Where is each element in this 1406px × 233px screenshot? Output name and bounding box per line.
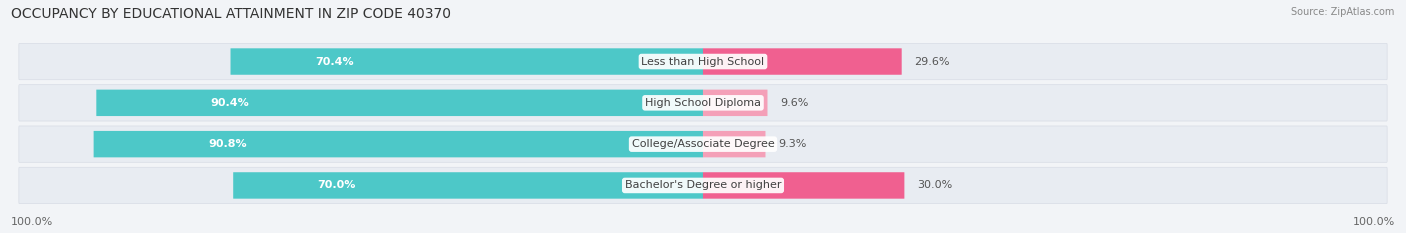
FancyBboxPatch shape xyxy=(18,85,1388,121)
FancyBboxPatch shape xyxy=(18,167,1388,204)
Text: College/Associate Degree: College/Associate Degree xyxy=(631,139,775,149)
FancyBboxPatch shape xyxy=(703,48,901,75)
FancyBboxPatch shape xyxy=(94,131,703,157)
Text: 30.0%: 30.0% xyxy=(917,180,952,190)
Text: 9.6%: 9.6% xyxy=(780,98,808,108)
FancyBboxPatch shape xyxy=(703,131,765,157)
FancyBboxPatch shape xyxy=(233,172,703,199)
Text: 29.6%: 29.6% xyxy=(914,57,950,67)
Text: Less than High School: Less than High School xyxy=(641,57,765,67)
FancyBboxPatch shape xyxy=(96,90,703,116)
Text: High School Diploma: High School Diploma xyxy=(645,98,761,108)
Text: Bachelor's Degree or higher: Bachelor's Degree or higher xyxy=(624,180,782,190)
Text: 90.4%: 90.4% xyxy=(211,98,249,108)
FancyBboxPatch shape xyxy=(18,126,1388,162)
FancyBboxPatch shape xyxy=(18,43,1388,80)
FancyBboxPatch shape xyxy=(231,48,703,75)
FancyBboxPatch shape xyxy=(703,90,768,116)
Text: 70.0%: 70.0% xyxy=(318,180,356,190)
Text: Source: ZipAtlas.com: Source: ZipAtlas.com xyxy=(1291,7,1395,17)
Text: 70.4%: 70.4% xyxy=(315,57,354,67)
Text: OCCUPANCY BY EDUCATIONAL ATTAINMENT IN ZIP CODE 40370: OCCUPANCY BY EDUCATIONAL ATTAINMENT IN Z… xyxy=(11,7,451,21)
FancyBboxPatch shape xyxy=(703,172,904,199)
Text: 90.8%: 90.8% xyxy=(208,139,247,149)
Text: 9.3%: 9.3% xyxy=(778,139,807,149)
